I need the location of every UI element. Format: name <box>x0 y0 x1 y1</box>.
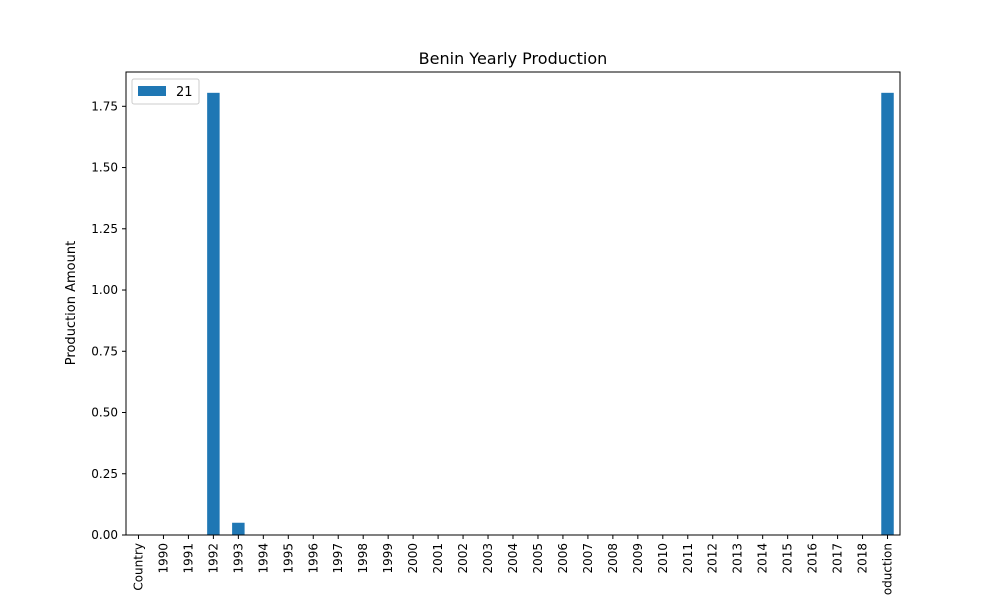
x-tick-label: 1990 <box>156 543 170 574</box>
y-tick-label: 0.25 <box>91 467 118 481</box>
y-tick-label: 0.00 <box>91 528 118 542</box>
x-tick-label: 2004 <box>506 543 520 574</box>
x-tick-label: 1995 <box>281 543 295 574</box>
bar <box>207 92 220 535</box>
x-tick-labels: Country 1990 1991 1992 1993 1994 1995 1996 1997 1… <box>131 543 894 595</box>
x-tick-label: 1998 <box>356 543 370 574</box>
x-tick-label: 2014 <box>756 543 770 574</box>
y-tick-label: 0.75 <box>91 344 118 358</box>
x-tick-label: 2012 <box>706 543 720 574</box>
x-tick-label: 2010 <box>656 543 670 574</box>
y-axis-label: Production Amount <box>64 241 79 365</box>
x-tick-label: 1996 <box>306 543 320 574</box>
x-tick-label: oduction <box>881 543 895 595</box>
legend-swatch <box>138 86 166 96</box>
x-tick-label: 2003 <box>481 543 495 574</box>
y-tick-label: 0.50 <box>91 406 118 420</box>
x-tick-label: 2002 <box>456 543 470 574</box>
x-tick-label: 2008 <box>606 543 620 574</box>
y-tick-label: 1.25 <box>91 222 118 236</box>
bar <box>881 92 894 535</box>
x-tick-label: 1992 <box>206 543 220 574</box>
x-tick-label: 2013 <box>731 543 745 574</box>
x-tick-label: 2017 <box>831 543 845 574</box>
plot-area: 0.00 0.25 0.50 0.75 1.00 1.25 1.50 1.75 Country 1… <box>91 71 901 595</box>
axes-frame <box>125 71 901 536</box>
y-tick-label: 1.75 <box>91 99 118 113</box>
x-tick-label: 1993 <box>231 543 245 574</box>
bar <box>232 522 245 535</box>
legend-entry-label: 21 <box>176 85 193 100</box>
x-tick-label: 1997 <box>331 543 345 574</box>
x-tick-label: 1991 <box>181 543 195 574</box>
x-tick-label: 2005 <box>531 543 545 574</box>
x-tick-label: 1999 <box>381 543 395 574</box>
chart-title: Benin Yearly Production <box>419 49 608 68</box>
x-tick-label: 2016 <box>806 543 820 574</box>
legend: 21 <box>131 78 200 105</box>
x-tick-label: 1994 <box>256 543 270 574</box>
x-tick-label: 2000 <box>406 543 420 574</box>
x-tick-label: 2018 <box>856 543 870 574</box>
x-tick-label: 2011 <box>681 543 695 574</box>
x-tick-label: 2009 <box>631 543 645 574</box>
y-tick-label: 1.00 <box>91 283 118 297</box>
x-tick-label: 2007 <box>581 543 595 574</box>
x-tick-label: 2015 <box>781 543 795 574</box>
y-tick-label: 1.50 <box>91 161 118 175</box>
x-tick-label: Country <box>131 543 145 591</box>
x-tick-label: 2001 <box>431 543 445 574</box>
x-tick-label: 2006 <box>556 543 570 574</box>
